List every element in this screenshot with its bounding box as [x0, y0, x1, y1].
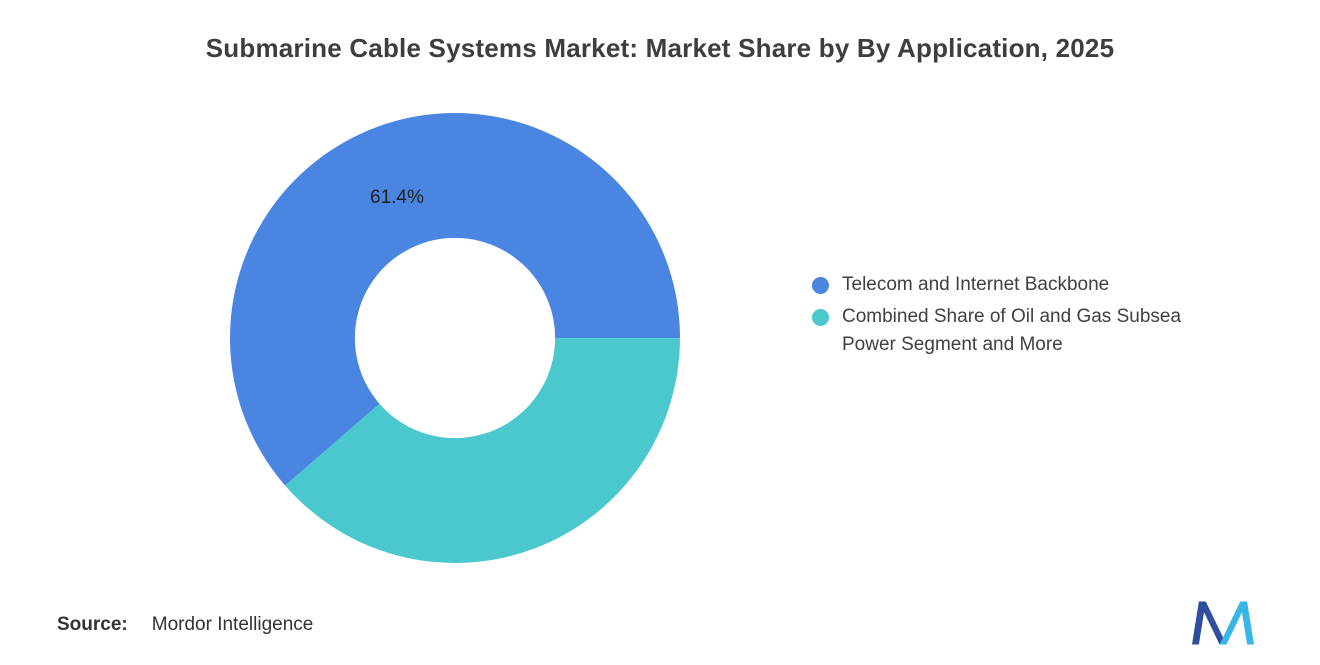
legend-marker-telecom [812, 277, 829, 294]
source-line: Source: Mordor Intelligence [57, 614, 313, 636]
donut-slice-0 [230, 113, 680, 486]
slice-value-label: 61.4% [370, 187, 424, 208]
donut-slice-1 [285, 338, 680, 563]
chart-legend: Telecom and Internet Backbone Combined S… [812, 271, 1252, 363]
legend-item-combined: Combined Share of Oil and Gas Subsea Pow… [812, 303, 1252, 359]
legend-label-telecom: Telecom and Internet Backbone [842, 274, 1110, 295]
logo-m-icon [1192, 601, 1254, 645]
page-title: Submarine Cable Systems Market: Market S… [205, 33, 1115, 63]
source-value: Mordor Intelligence [151, 614, 314, 635]
legend-item-telecom: Telecom and Internet Backbone [812, 271, 1252, 299]
mordor-intelligence-logo [1192, 597, 1254, 649]
donut-chart: 61.4% [230, 113, 680, 563]
source-label: Source: [57, 614, 128, 635]
donut-chart-svg [230, 113, 680, 563]
legend-label-combined: Combined Share of Oil and Gas Subsea Pow… [842, 306, 1182, 355]
legend-marker-combined [812, 309, 829, 326]
